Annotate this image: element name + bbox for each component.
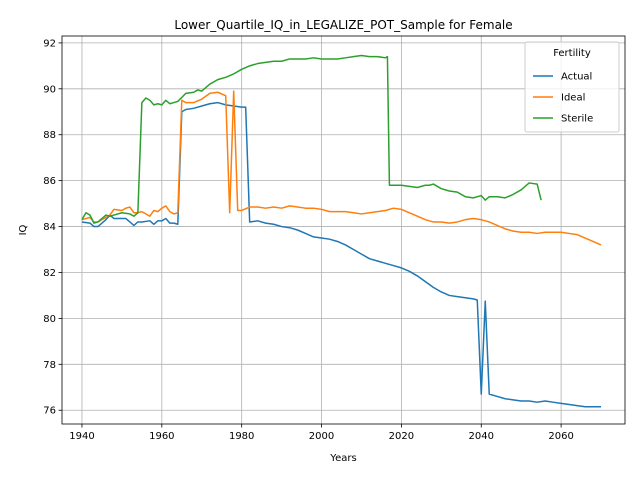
- series-line-ideal: [81, 90, 602, 246]
- grid-lines: [62, 36, 625, 424]
- x-tick-label: 1980: [229, 431, 254, 442]
- x-tick-label: 1960: [149, 431, 174, 442]
- x-tick-label: 2000: [309, 431, 334, 442]
- series-line-sterile: [81, 54, 542, 224]
- series-lines: [81, 54, 602, 408]
- y-tick-label: 80: [43, 314, 56, 325]
- y-tick-label: 90: [43, 84, 56, 95]
- axis-ticks: 1940 1960 1980 2000 2020 2040 2060 76 78 80 82 84 86…: [43, 38, 574, 442]
- x-tick-label: 2040: [469, 431, 494, 442]
- y-tick-label: 86: [43, 176, 56, 187]
- y-tick-label: 76: [43, 406, 56, 417]
- y-tick-label: 92: [43, 38, 56, 49]
- y-axis-label: IQ: [18, 224, 29, 235]
- series-line-actual: [81, 101, 602, 408]
- legend-label-sterile: Sterile: [561, 114, 593, 125]
- legend-items: Actual Ideal Sterile: [533, 72, 593, 125]
- y-tick-label: 78: [43, 360, 56, 371]
- plot-frame: [61, 35, 626, 425]
- chart-title: Lower_Quartile_IQ_in_LEGALIZE_POT_Sample…: [174, 18, 512, 32]
- legend-title: Fertility: [553, 48, 591, 59]
- y-tick-label: 82: [43, 268, 56, 279]
- x-axis-label: Years: [329, 453, 356, 464]
- legend-box: [524, 41, 620, 133]
- legend-label-ideal: Ideal: [561, 93, 585, 104]
- y-tick-label: 84: [43, 222, 56, 233]
- x-tick-label: 1940: [69, 431, 94, 442]
- x-tick-label: 2020: [389, 431, 414, 442]
- x-tick-label: 2060: [548, 431, 573, 442]
- y-tick-label: 88: [43, 130, 56, 141]
- legend-label-actual: Actual: [561, 72, 592, 83]
- legend: Fertility Actual Ideal Sterile: [524, 41, 620, 133]
